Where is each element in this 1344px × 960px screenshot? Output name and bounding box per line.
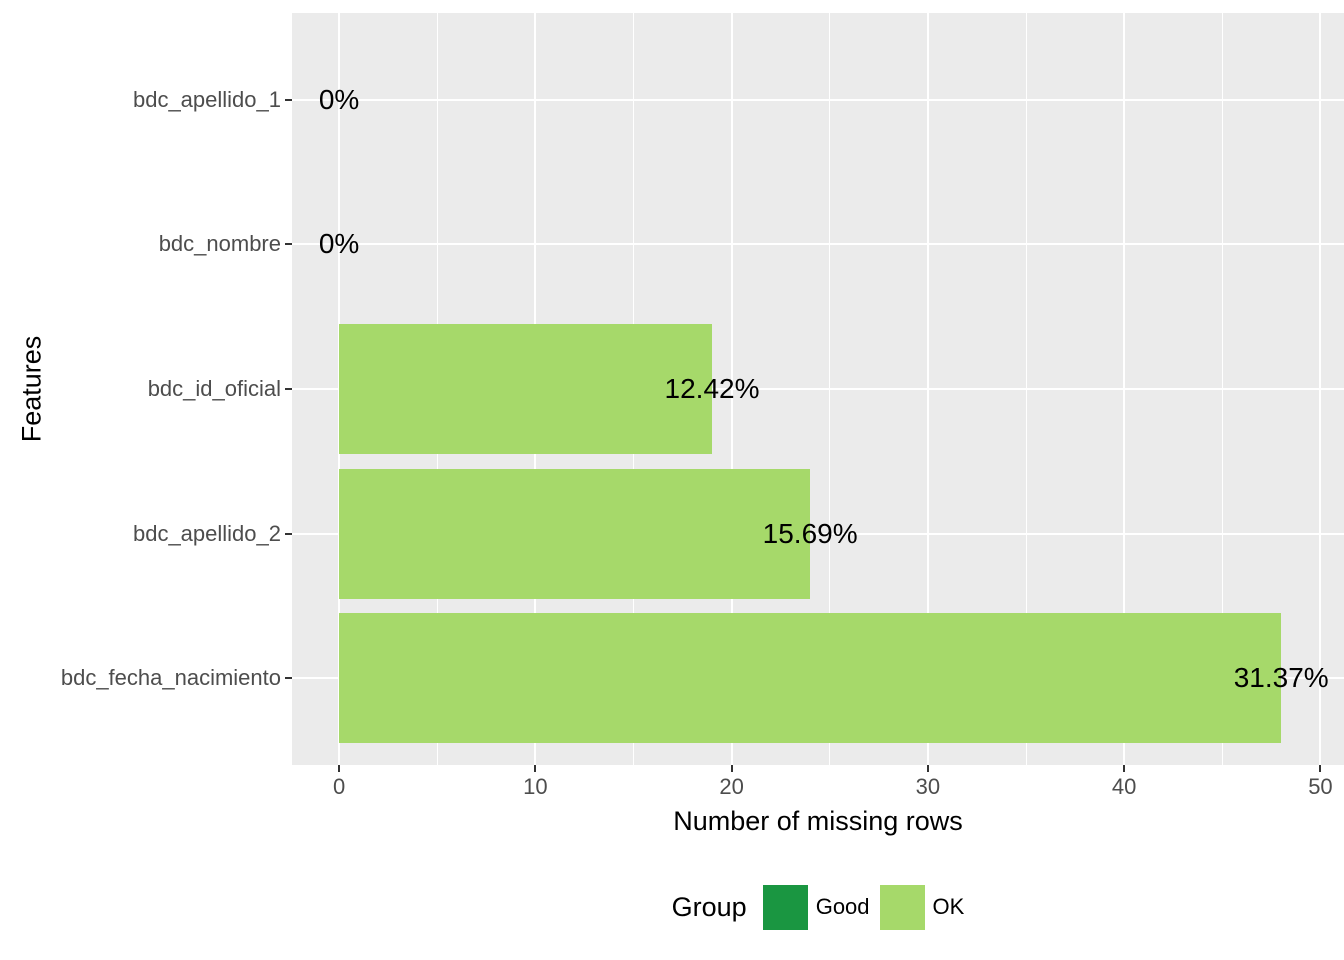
legend-swatch-ok: [879, 884, 925, 930]
y-axis-label-bdc_fecha_nacimiento: bdc_fecha_nacimiento: [60, 665, 281, 691]
gridline-y-major: [292, 98, 1344, 101]
legend: Group Good OK: [292, 872, 1344, 942]
legend-swatch-good: [762, 884, 808, 930]
x-axis-label: 10: [523, 774, 548, 799]
bar-value-label: 15.69%: [762, 517, 858, 549]
gridline-x-minor: [1221, 13, 1223, 765]
y-axis-tick: [285, 388, 292, 390]
legend-label: Good: [815, 894, 870, 919]
x-axis-title: Number of missing rows: [673, 806, 963, 836]
legend-title: Group: [671, 891, 747, 922]
x-axis-tick: [534, 765, 537, 772]
x-axis-label: 0: [332, 774, 346, 799]
x-axis-tick: [1319, 765, 1322, 772]
x-axis-label: 50: [1308, 774, 1333, 799]
x-axis-tick: [730, 765, 733, 772]
gridline-y-major: [292, 388, 1344, 390]
legend-entry-ok: OK: [879, 884, 965, 930]
gridline-x-major: [926, 13, 929, 765]
gridline-x-major: [730, 13, 733, 765]
y-axis-tick: [285, 532, 292, 535]
y-axis-title: Features: [16, 335, 47, 443]
x-axis-tick: [1123, 765, 1126, 772]
bar-value-label: 0%: [318, 228, 360, 260]
legend-label: OK: [932, 894, 965, 919]
bar-value-label: 0%: [318, 83, 360, 115]
x-axis-label: 20: [719, 774, 744, 799]
x-axis-tick: [926, 765, 929, 772]
legend-entry-good: Good: [762, 884, 870, 930]
bar-value-label: 31.37%: [1233, 662, 1329, 694]
gridline-x-major: [1319, 13, 1322, 765]
x-axis-label: 40: [1111, 774, 1137, 799]
gridline-y-major: [292, 532, 1344, 535]
y-axis-tick: [285, 98, 292, 101]
y-axis-label-bdc_nombre: bdc_nombre: [158, 231, 281, 257]
bar-bdc_fecha_nacimiento: [339, 613, 1282, 744]
plot-panel: 0% 0% 12.42% 15.69% 31.37%: [292, 13, 1344, 765]
gridline-x-minor: [829, 13, 831, 765]
y-axis-tick: [285, 243, 292, 246]
gridline-x-major: [1123, 13, 1126, 765]
bar-bdc_id_oficial: [339, 323, 712, 455]
bar-bdc_apellido_2: [339, 468, 811, 599]
gridline-y-major: [292, 243, 1344, 246]
x-axis-label: 30: [915, 774, 941, 799]
gridline-x-minor: [1025, 13, 1027, 765]
y-axis-label-bdc_id_oficial: bdc_id_oficial: [147, 376, 281, 401]
bar-value-label: 12.42%: [664, 373, 760, 404]
y-axis-label-bdc_apellido_2: bdc_apellido_2: [132, 520, 281, 546]
x-axis-tick: [338, 765, 341, 772]
y-axis-tick: [285, 677, 292, 680]
y-axis-label-bdc_apellido_1: bdc_apellido_1: [132, 86, 281, 112]
